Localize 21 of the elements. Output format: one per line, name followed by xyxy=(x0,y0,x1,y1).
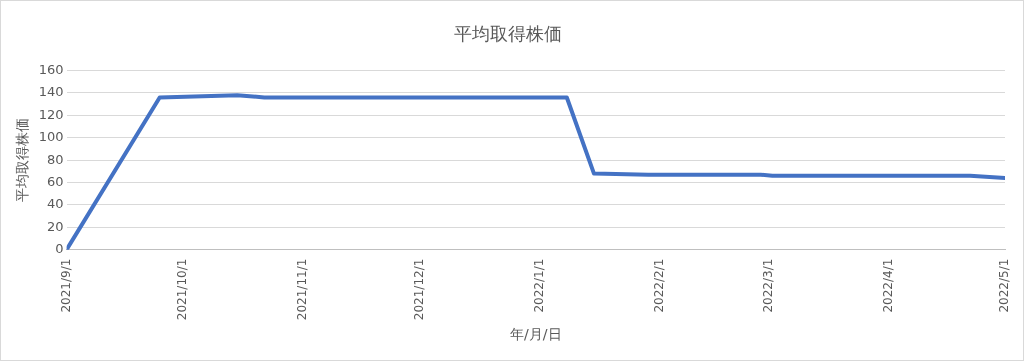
y-tick-label: 40 xyxy=(47,196,64,212)
y-tick-label: 100 xyxy=(38,129,64,145)
x-tick-label: 2021/12/1 xyxy=(411,258,426,321)
y-tick-label: 160 xyxy=(38,61,64,77)
y-tick-label: 20 xyxy=(47,218,64,234)
y-tick-label: 80 xyxy=(47,151,64,167)
x-tick-label: 2021/9/1 xyxy=(58,258,73,313)
x-tick-label: 2022/4/1 xyxy=(880,258,895,313)
x-tick-label: 2022/5/1 xyxy=(997,258,1012,313)
x-tick-label: 2022/3/1 xyxy=(760,258,775,313)
x-tick-label: 2022/2/1 xyxy=(652,258,667,313)
x-axis-title: 年/月/日 xyxy=(510,326,562,343)
x-tick-label: 2021/11/1 xyxy=(295,258,310,321)
x-tick-label: 2021/10/1 xyxy=(175,258,190,321)
y-axis-title: 平均取得株価 xyxy=(14,118,31,203)
y-tick-label: 0 xyxy=(55,241,64,257)
y-tick-label: 140 xyxy=(38,84,64,100)
chart-title: 平均取得株価 xyxy=(454,23,562,45)
y-tick-label: 120 xyxy=(38,106,64,122)
y-tick-label: 60 xyxy=(47,173,64,189)
x-tick-label: 2022/1/1 xyxy=(531,258,546,313)
